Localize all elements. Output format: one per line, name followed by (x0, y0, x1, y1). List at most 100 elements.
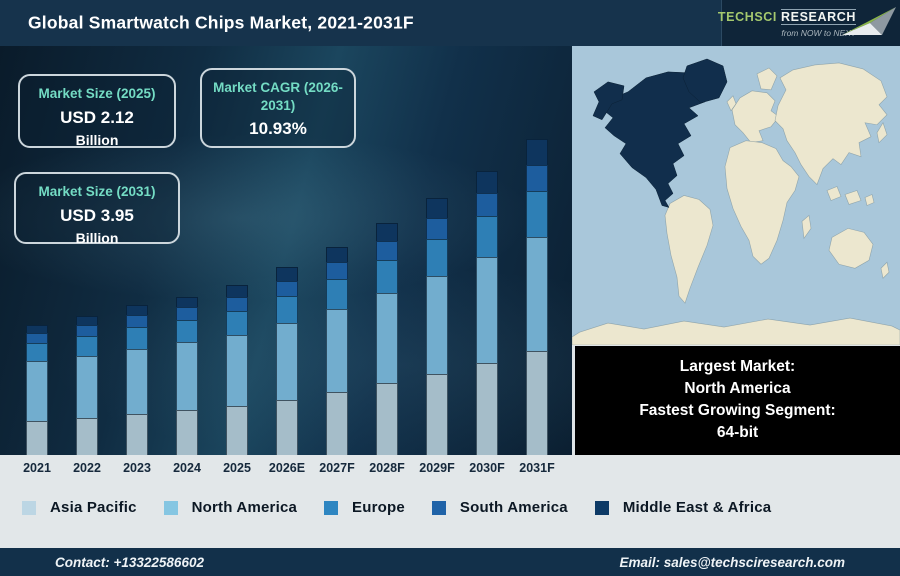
logo-brand-primary: TechSci (717, 10, 777, 24)
contact-email: Email: sales@techsciresearch.com (619, 554, 845, 570)
bar-segment-asia-pacific (276, 400, 298, 455)
bar-2031f (526, 139, 548, 455)
bar-segment-europe (276, 296, 298, 323)
bar-segment-north-america (226, 335, 248, 406)
bar-segment-south-america (276, 281, 298, 296)
bar-segment-middle-east-africa (76, 316, 98, 325)
bar-segment-europe (176, 320, 198, 342)
axis-label-2027f: 2027F (319, 461, 355, 475)
legend-item-middle-east-africa: Middle East & Africa (594, 499, 772, 516)
bar-segment-south-america (76, 325, 98, 336)
axis-label-2022: 2022 (73, 461, 101, 475)
map-japan (876, 122, 888, 144)
map-indonesia (826, 186, 842, 201)
contact-phone: Contact: +13322586602 (55, 554, 204, 570)
legend-swatch-asia-pacific (22, 500, 36, 515)
map-greenland-highlighted (682, 58, 728, 104)
map-madagascar (801, 214, 812, 240)
bar-segment-middle-east-africa (376, 223, 398, 241)
bar-2026e (276, 267, 298, 455)
bar-segment-europe (526, 191, 548, 237)
map-new-zealand (880, 261, 890, 279)
bar-segment-middle-east-africa (26, 325, 48, 333)
axis-label-2025: 2025 (223, 461, 251, 475)
stat-unit: Billion (75, 229, 119, 246)
bar-segment-south-america (326, 262, 348, 279)
legend-swatch-south-america (431, 500, 446, 515)
logo-arrow-icon (842, 7, 896, 35)
map-australia (828, 228, 874, 269)
legend-item-europe: Europe (324, 499, 405, 516)
bar-segment-north-america (176, 342, 198, 410)
bar-segment-south-america (476, 193, 498, 216)
bar-segment-europe (326, 279, 348, 309)
map-antarctica (572, 317, 900, 345)
bar-segment-north-america (326, 309, 348, 392)
legend-item-south-america: South America (431, 499, 568, 516)
fastest-segment-label: Fastest Growing Segment: (639, 402, 836, 419)
bar-segment-south-america (26, 333, 48, 343)
bar-segment-europe (476, 216, 498, 257)
bar-segment-europe (76, 336, 98, 356)
legend-label-north-america: North America (191, 499, 298, 516)
bar-segment-north-america (426, 276, 448, 374)
map-south-america (664, 195, 714, 304)
legend-label-asia-pacific: Asia Pacific (50, 499, 137, 516)
stat-box-market-size-2031: Market Size (2031) USD 3.95 Billion (14, 172, 180, 246)
techsci-logo-text: TechSci Research from NOW to NEXT (718, 8, 856, 38)
bar-segment-north-america (526, 237, 548, 351)
map-asia (774, 62, 888, 186)
stat-box-market-cagr: Market CAGR (2026-2031) 10.93% (200, 68, 356, 148)
bar-segment-asia-pacific (126, 414, 148, 455)
bar-segment-asia-pacific (426, 374, 448, 455)
bar-2021 (26, 325, 48, 455)
bar-segment-middle-east-africa (426, 198, 448, 218)
bar-segment-middle-east-africa (476, 171, 498, 193)
legend-swatch-middle-east-africa (594, 500, 609, 515)
bar-2024 (176, 297, 198, 455)
chart-legend: Asia Pacific North America Europe South Ame… (22, 499, 771, 516)
bar-segment-middle-east-africa (526, 139, 548, 165)
legend-swatch-north-america (163, 500, 178, 515)
bar-segment-south-america (226, 297, 248, 311)
axis-label-2021: 2021 (23, 461, 51, 475)
bar-2028f (376, 223, 398, 455)
fastest-segment-value: 64-bit (716, 424, 759, 441)
bar-segment-middle-east-africa (326, 247, 348, 262)
bar-segment-europe (26, 343, 48, 361)
x-axis: 2021 2022 2023 2024 2025 2026E 2027F 2028F 2029F… (0, 461, 572, 479)
map-new-guinea (864, 194, 875, 206)
bar-segment-europe (376, 260, 398, 293)
bar-segment-north-america (276, 323, 298, 400)
map-scandinavia (756, 67, 778, 91)
map-africa (724, 140, 800, 265)
legend-item-asia-pacific: Asia Pacific (22, 499, 137, 516)
axis-label-2029f: 2029F (419, 461, 455, 475)
bar-segment-north-america (126, 349, 148, 414)
bottom-strip: 2021 2022 2023 2024 2025 2026E 2027F 2028F 2029F… (0, 455, 900, 548)
techsci-logo: TechSci Research from NOW to NEXT (718, 0, 900, 46)
bar-segment-asia-pacific (326, 392, 348, 455)
bar-segment-europe (426, 239, 448, 276)
bar-2030f (476, 171, 498, 455)
legend-item-north-america: North America (163, 499, 298, 516)
stat-label: Market Size (2031) (38, 184, 156, 199)
bar-segment-asia-pacific (476, 363, 498, 455)
legend-swatch-europe (324, 500, 339, 515)
bar-segment-asia-pacific (226, 406, 248, 455)
key-facts-box: Largest Market: North America Fastest Gr… (572, 345, 900, 455)
axis-label-2031f: 2031F (519, 461, 555, 475)
bar-2029f (426, 198, 448, 455)
bar-segment-europe (226, 311, 248, 335)
legend-label-south-america: South America (459, 499, 568, 516)
stat-box-market-size-2025: Market Size (2025) USD 2.12 Billion (18, 74, 176, 148)
bar-2027f (326, 247, 348, 455)
legend-label-middle-east-africa: Middle East & Africa (622, 499, 772, 516)
logo-tagline: from NOW to NEXT (781, 28, 856, 38)
footer-bar: Contact: +13322586602 Email: sales@techs… (0, 548, 900, 576)
stat-label: Market Size (2025) (38, 86, 156, 101)
bar-segment-asia-pacific (526, 351, 548, 455)
bar-segment-middle-east-africa (126, 305, 148, 315)
stat-label: Market CAGR (2026-2031) (213, 80, 343, 113)
